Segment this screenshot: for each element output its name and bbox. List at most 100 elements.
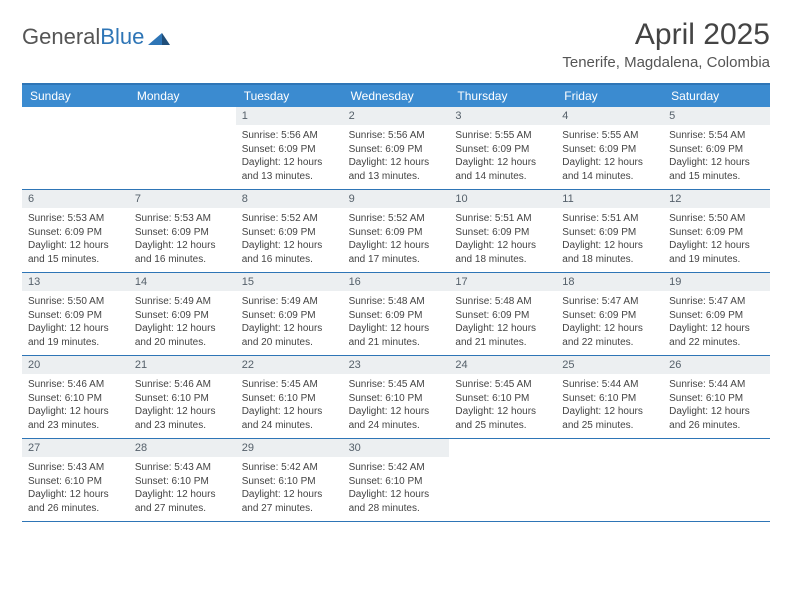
detail-line: Sunrise: 5:47 AM [669,295,764,309]
detail-line: and 26 minutes. [28,502,123,516]
detail-line: and 17 minutes. [349,253,444,267]
detail-line: and 21 minutes. [349,336,444,350]
day-cell: 8Sunrise: 5:52 AMSunset: 6:09 PMDaylight… [236,190,343,272]
detail-line: Sunrise: 5:45 AM [455,378,550,392]
logo: GeneralBlue [22,24,170,50]
page-subtitle: Tenerife, Magdalena, Colombia [562,54,770,71]
detail-line: Sunset: 6:10 PM [242,475,337,489]
weekday-header: Monday [129,85,236,107]
day-cell: 26Sunrise: 5:44 AMSunset: 6:10 PMDayligh… [663,356,770,438]
day-detail: Sunrise: 5:52 AMSunset: 6:09 PMDaylight:… [236,208,343,272]
day-cell: 25Sunrise: 5:44 AMSunset: 6:10 PMDayligh… [556,356,663,438]
day-number: 20 [22,356,129,374]
detail-line: and 27 minutes. [135,502,230,516]
day-detail: Sunrise: 5:44 AMSunset: 6:10 PMDaylight:… [556,374,663,438]
detail-line: Sunset: 6:09 PM [28,226,123,240]
detail-line: Daylight: 12 hours [349,239,444,253]
detail-line: Daylight: 12 hours [669,156,764,170]
day-number: 24 [449,356,556,374]
detail-line: Sunrise: 5:43 AM [135,461,230,475]
detail-line: Sunset: 6:09 PM [242,143,337,157]
detail-line: and 13 minutes. [242,170,337,184]
detail-line: Sunset: 6:09 PM [455,309,550,323]
day-cell: 29Sunrise: 5:42 AMSunset: 6:10 PMDayligh… [236,439,343,521]
week-row: 6Sunrise: 5:53 AMSunset: 6:09 PMDaylight… [22,190,770,273]
detail-line: Sunrise: 5:56 AM [242,129,337,143]
day-number: 17 [449,273,556,291]
day-detail: Sunrise: 5:55 AMSunset: 6:09 PMDaylight:… [556,125,663,189]
detail-line: Sunset: 6:09 PM [242,309,337,323]
day-number: 10 [449,190,556,208]
detail-line: Sunset: 6:10 PM [349,392,444,406]
day-cell: 28Sunrise: 5:43 AMSunset: 6:10 PMDayligh… [129,439,236,521]
day-number: 19 [663,273,770,291]
day-number: 25 [556,356,663,374]
day-cell: . [556,439,663,521]
logo-word1: General [22,24,100,49]
detail-line: Sunrise: 5:56 AM [349,129,444,143]
detail-line: Sunrise: 5:44 AM [562,378,657,392]
weekday-header: Wednesday [343,85,450,107]
detail-line: and 14 minutes. [562,170,657,184]
title-block: April 2025 Tenerife, Magdalena, Colombia [562,18,770,71]
day-detail: Sunrise: 5:45 AMSunset: 6:10 PMDaylight:… [236,374,343,438]
detail-line: Sunrise: 5:51 AM [562,212,657,226]
logo-text: GeneralBlue [22,24,144,50]
day-detail: Sunrise: 5:46 AMSunset: 6:10 PMDaylight:… [129,374,236,438]
detail-line: and 20 minutes. [135,336,230,350]
detail-line: and 21 minutes. [455,336,550,350]
day-detail: Sunrise: 5:48 AMSunset: 6:09 PMDaylight:… [343,291,450,355]
day-detail: Sunrise: 5:42 AMSunset: 6:10 PMDaylight:… [236,457,343,521]
day-cell: 13Sunrise: 5:50 AMSunset: 6:09 PMDayligh… [22,273,129,355]
day-cell: . [663,439,770,521]
detail-line: Sunset: 6:09 PM [562,309,657,323]
detail-line: and 27 minutes. [242,502,337,516]
day-detail: Sunrise: 5:53 AMSunset: 6:09 PMDaylight:… [22,208,129,272]
day-cell: . [129,107,236,189]
day-cell: 10Sunrise: 5:51 AMSunset: 6:09 PMDayligh… [449,190,556,272]
detail-line: Sunrise: 5:48 AM [349,295,444,309]
detail-line: Daylight: 12 hours [242,239,337,253]
detail-line: and 13 minutes. [349,170,444,184]
day-cell: 5Sunrise: 5:54 AMSunset: 6:09 PMDaylight… [663,107,770,189]
detail-line: Sunrise: 5:52 AM [349,212,444,226]
detail-line: Daylight: 12 hours [455,405,550,419]
detail-line: Sunrise: 5:46 AM [135,378,230,392]
day-cell: 11Sunrise: 5:51 AMSunset: 6:09 PMDayligh… [556,190,663,272]
weekday-header: Tuesday [236,85,343,107]
logo-word2: Blue [100,24,144,49]
detail-line: Sunset: 6:10 PM [28,392,123,406]
detail-line: Daylight: 12 hours [669,239,764,253]
week-row: ..1Sunrise: 5:56 AMSunset: 6:09 PMDaylig… [22,107,770,190]
day-cell: . [22,107,129,189]
day-detail: Sunrise: 5:56 AMSunset: 6:09 PMDaylight:… [236,125,343,189]
detail-line: Sunrise: 5:44 AM [669,378,764,392]
day-detail: Sunrise: 5:51 AMSunset: 6:09 PMDaylight:… [449,208,556,272]
page-title: April 2025 [562,18,770,52]
day-detail: Sunrise: 5:51 AMSunset: 6:09 PMDaylight:… [556,208,663,272]
detail-line: and 15 minutes. [28,253,123,267]
detail-line: Sunset: 6:09 PM [669,309,764,323]
detail-line: Sunset: 6:09 PM [242,226,337,240]
detail-line: Sunset: 6:09 PM [349,226,444,240]
detail-line: Daylight: 12 hours [562,322,657,336]
day-number: 12 [663,190,770,208]
detail-line: Sunset: 6:10 PM [669,392,764,406]
detail-line: Sunrise: 5:48 AM [455,295,550,309]
day-cell: 22Sunrise: 5:45 AMSunset: 6:10 PMDayligh… [236,356,343,438]
detail-line: Sunrise: 5:47 AM [562,295,657,309]
weeks-container: ..1Sunrise: 5:56 AMSunset: 6:09 PMDaylig… [22,107,770,522]
detail-line: and 20 minutes. [242,336,337,350]
detail-line: and 28 minutes. [349,502,444,516]
day-number: 6 [22,190,129,208]
detail-line: Sunset: 6:10 PM [135,392,230,406]
detail-line: Sunrise: 5:51 AM [455,212,550,226]
day-number: 22 [236,356,343,374]
detail-line: Sunset: 6:09 PM [669,143,764,157]
detail-line: Daylight: 12 hours [455,322,550,336]
day-detail: Sunrise: 5:47 AMSunset: 6:09 PMDaylight:… [556,291,663,355]
detail-line: and 26 minutes. [669,419,764,433]
weekday-header: Friday [556,85,663,107]
detail-line: Sunrise: 5:52 AM [242,212,337,226]
detail-line: Sunset: 6:10 PM [28,475,123,489]
